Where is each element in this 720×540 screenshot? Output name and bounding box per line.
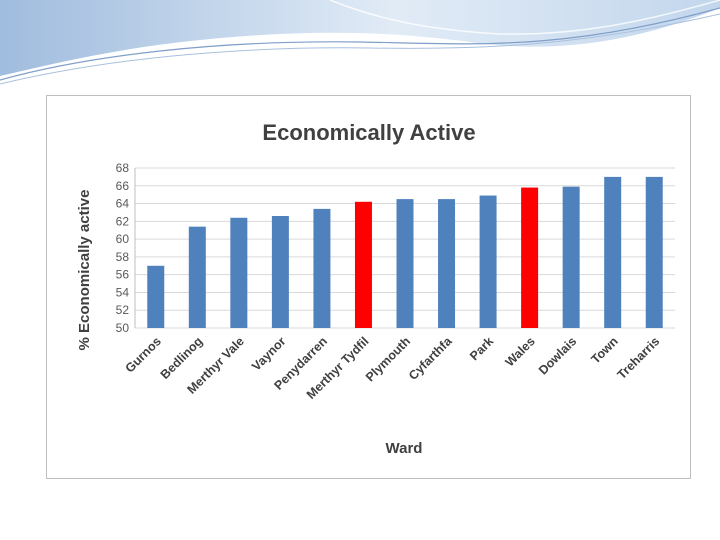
bar-penydarren <box>313 208 331 328</box>
y-axis-title: % Economically active <box>76 190 93 351</box>
chart-title: Economically Active <box>262 120 475 145</box>
y-tick-label: 54 <box>116 285 130 299</box>
x-category-label: Treharris <box>615 334 663 382</box>
bar-chart: Economically Active 50 52 54 56 58 60 62 64 66 68… <box>76 120 675 457</box>
bar-wales <box>521 187 539 328</box>
y-tick-label: 64 <box>116 197 130 211</box>
bar-plymouth <box>396 199 414 328</box>
bar-town <box>604 176 622 328</box>
bar-merthyr-tydfil <box>354 201 372 328</box>
x-axis-title: Ward <box>386 440 423 457</box>
y-tick-label: 58 <box>116 250 130 264</box>
slide-header-wave <box>0 0 720 85</box>
y-tick-label: 50 <box>116 321 130 335</box>
x-category-label: Gurnos <box>123 334 164 375</box>
bar-treharris <box>645 176 663 328</box>
y-tick-label: 52 <box>116 303 130 317</box>
y-tick-label: 68 <box>116 161 130 175</box>
x-category-label: Vaynor <box>249 334 288 373</box>
x-category-label: Dowlais <box>536 334 579 377</box>
y-tick-label: 56 <box>116 268 130 282</box>
bar-park <box>479 195 497 328</box>
bar-dowlais <box>562 186 580 328</box>
y-tick-label: 66 <box>116 179 130 193</box>
y-axis-ticks: 50 52 54 56 58 60 62 64 66 68 <box>116 161 130 335</box>
bar-bedlinog <box>188 226 206 328</box>
x-category-label: Cyfarthfa <box>406 333 455 382</box>
x-category-label: Plymouth <box>363 334 413 384</box>
x-category-label: Town <box>588 334 620 366</box>
x-category-label: Wales <box>503 334 538 369</box>
x-category-label: Park <box>467 334 496 363</box>
bar-cyfarthfa <box>438 199 456 328</box>
bar-gurnos <box>147 265 165 328</box>
bar-merthyr-vale <box>230 217 248 328</box>
bar-vaynor <box>271 216 289 328</box>
y-tick-label: 60 <box>116 232 130 246</box>
bar-layer <box>147 176 663 328</box>
y-tick-label: 62 <box>116 214 130 228</box>
chart-frame: Economically Active 50 52 54 56 58 60 62 64 66 68… <box>46 95 691 479</box>
